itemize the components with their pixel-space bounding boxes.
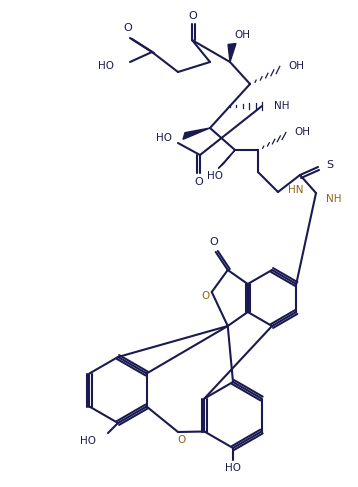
Text: OH: OH [288, 61, 304, 71]
Text: OH: OH [234, 30, 250, 40]
Text: HO: HO [80, 436, 96, 446]
Text: S: S [326, 160, 334, 170]
Text: HN: HN [288, 185, 304, 195]
Text: HO: HO [207, 171, 223, 181]
Text: O: O [124, 23, 132, 33]
Text: OH: OH [294, 127, 310, 137]
Text: O: O [195, 177, 203, 187]
Text: HO: HO [225, 463, 241, 473]
Text: O: O [202, 291, 210, 301]
Text: NH: NH [274, 101, 290, 111]
Text: NH: NH [326, 194, 342, 204]
Polygon shape [183, 128, 210, 139]
Text: O: O [209, 237, 218, 247]
Polygon shape [228, 43, 236, 62]
Polygon shape [218, 150, 235, 169]
Text: O: O [178, 435, 186, 445]
Text: HO: HO [156, 133, 172, 143]
Text: HO: HO [98, 61, 114, 71]
Text: O: O [189, 11, 197, 21]
